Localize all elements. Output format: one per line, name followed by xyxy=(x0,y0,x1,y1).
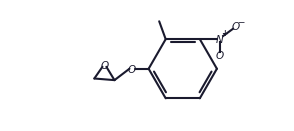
Text: $O$: $O$ xyxy=(231,20,240,32)
Text: +: + xyxy=(222,29,228,38)
Text: $O$: $O$ xyxy=(215,49,225,61)
Text: −: − xyxy=(237,17,244,26)
Text: $N$: $N$ xyxy=(215,33,225,45)
Text: $O$: $O$ xyxy=(128,63,137,75)
Text: $O$: $O$ xyxy=(100,59,109,70)
